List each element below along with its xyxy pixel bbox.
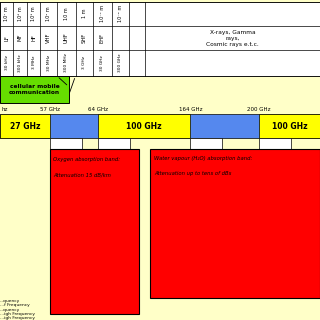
- Text: 30 kHz: 30 kHz: [5, 55, 9, 70]
- Bar: [0, 114, 50, 138]
- Text: VHF: VHF: [46, 32, 51, 43]
- Bar: [150, 149, 320, 298]
- Bar: [190, 138, 222, 149]
- Bar: [259, 138, 291, 149]
- Text: ...igh Frequency: ...igh Frequency: [0, 316, 35, 320]
- Text: 10⁴ m: 10⁴ m: [46, 6, 51, 21]
- Text: 30 MHz: 30 MHz: [47, 55, 51, 71]
- Text: 30 GHz: 30 GHz: [100, 55, 104, 71]
- Text: 10⁵ m: 10⁵ m: [31, 6, 36, 21]
- Text: ...quency: ...quency: [0, 299, 20, 303]
- Text: 3 MHz: 3 MHz: [32, 56, 36, 69]
- Text: 10⁶ m: 10⁶ m: [18, 6, 23, 21]
- Text: 100 GHz: 100 GHz: [126, 122, 162, 131]
- Text: 57 GHz: 57 GHz: [40, 107, 60, 112]
- Text: 27 GHz: 27 GHz: [10, 122, 40, 131]
- Text: ...quency: ...quency: [0, 308, 20, 312]
- Text: 10⁻² m: 10⁻² m: [118, 5, 123, 22]
- Text: 10⁷ m: 10⁷ m: [4, 6, 9, 21]
- Bar: [0, 114, 320, 138]
- Text: 10 m: 10 m: [64, 7, 69, 20]
- Text: HF: HF: [31, 34, 36, 41]
- Text: MF: MF: [18, 34, 23, 41]
- Bar: [50, 149, 139, 314]
- Text: 300 MHz: 300 MHz: [64, 53, 68, 72]
- Text: ...igh Frequency: ...igh Frequency: [0, 312, 35, 316]
- Text: Oxygen absorption band:

Attenuation 15 dB/km: Oxygen absorption band: Attenuation 15 d…: [53, 157, 120, 177]
- Text: SHF: SHF: [82, 32, 87, 43]
- Bar: [98, 138, 130, 149]
- Text: hz: hz: [2, 107, 8, 112]
- Bar: [259, 114, 320, 138]
- Bar: [0, 2, 320, 76]
- Bar: [98, 114, 190, 138]
- Text: Water vapour (H₂O) absorption band:

Attenuation up to tens of dBs: Water vapour (H₂O) absorption band: Atte…: [154, 156, 252, 176]
- Text: EHF: EHF: [100, 33, 105, 43]
- Text: 1 m: 1 m: [82, 9, 87, 18]
- Text: 100 GHz: 100 GHz: [272, 122, 308, 131]
- Text: 10⁻¹ m: 10⁻¹ m: [100, 5, 105, 22]
- Text: 200 GHz: 200 GHz: [247, 107, 271, 112]
- Bar: [0, 76, 69, 103]
- Text: 300 GHz: 300 GHz: [118, 53, 123, 72]
- Text: LF: LF: [4, 35, 9, 41]
- Text: UHF: UHF: [64, 32, 69, 43]
- Text: 164 GHz: 164 GHz: [179, 107, 202, 112]
- Text: 3 GHz: 3 GHz: [82, 56, 86, 69]
- Text: X-rays, Gamma
rays,
Cosmic rays e.t.c.: X-rays, Gamma rays, Cosmic rays e.t.c.: [206, 30, 259, 47]
- Text: cellular mobile
communication: cellular mobile communication: [9, 84, 60, 95]
- Text: ...f Frequency: ...f Frequency: [0, 303, 30, 307]
- Text: 300 kHz: 300 kHz: [18, 54, 22, 72]
- Text: 64 GHz: 64 GHz: [88, 107, 108, 112]
- Bar: [50, 138, 82, 149]
